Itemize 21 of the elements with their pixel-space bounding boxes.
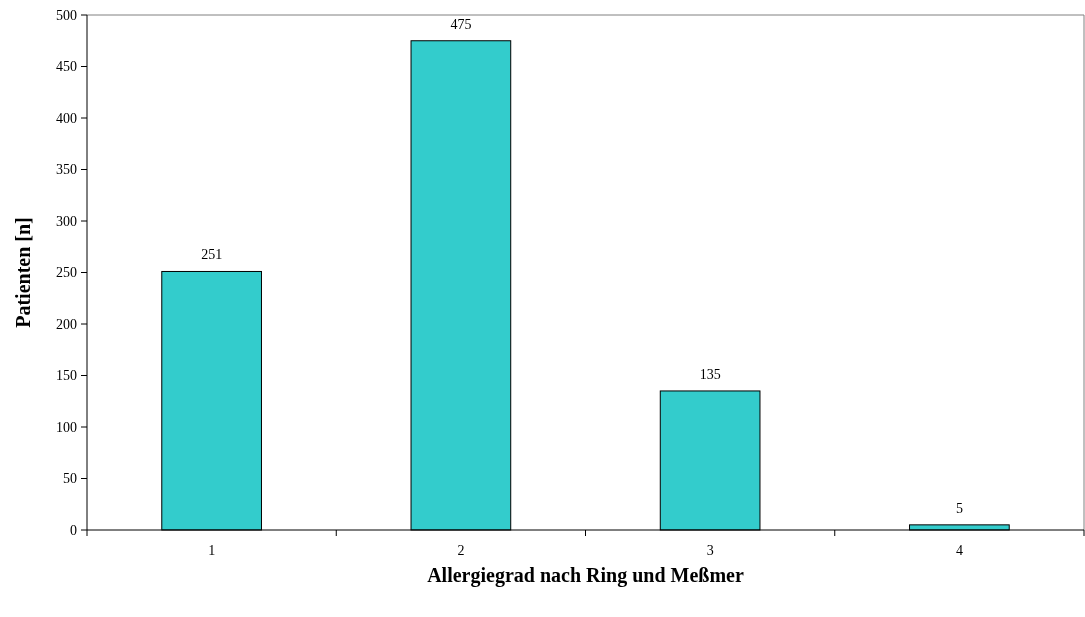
y-tick-label: 500 xyxy=(56,7,77,23)
y-tick-label: 0 xyxy=(70,522,77,538)
data-label: 251 xyxy=(201,247,223,263)
y-tick-label: 50 xyxy=(63,471,77,487)
data-label: 475 xyxy=(450,16,472,32)
y-tick-label: 400 xyxy=(56,110,77,126)
y-tick-label: 200 xyxy=(56,316,77,332)
data-label: 5 xyxy=(955,500,963,516)
data-label: 135 xyxy=(699,366,721,382)
y-tick-label: 150 xyxy=(56,368,77,384)
y-tick-label: 300 xyxy=(56,213,77,229)
y-tick-label: 250 xyxy=(56,265,77,281)
x-tick-label: 4 xyxy=(955,543,963,558)
x-tick-label: 3 xyxy=(706,543,714,558)
y-tick-label: 450 xyxy=(56,59,77,75)
y-tick-label: 350 xyxy=(56,162,77,178)
x-axis-title: Allergiegrad nach Ring und Meßmer xyxy=(427,564,744,587)
x-tick-label: 2 xyxy=(457,543,465,558)
y-tick-label: 100 xyxy=(56,419,77,435)
x-tick-label: 1 xyxy=(208,543,216,558)
y-axis-title: Patienten [n] xyxy=(12,217,34,328)
